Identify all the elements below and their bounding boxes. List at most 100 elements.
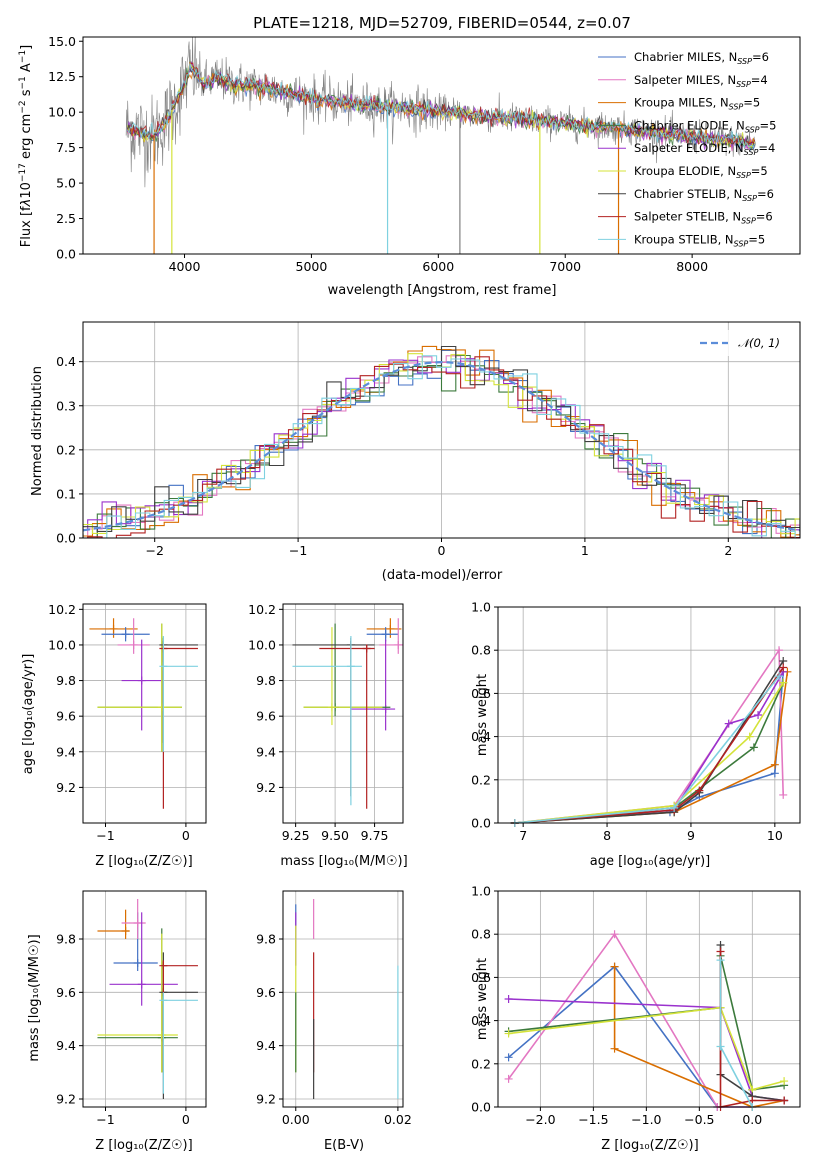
mass-weight-line [514, 660, 784, 824]
x-tick-label: −1 [289, 543, 307, 558]
legend-count: =5 [760, 118, 777, 132]
x-tick-label: 7000 [549, 259, 581, 274]
data-point [133, 959, 142, 967]
y-tick-label: 9.2 [256, 1092, 276, 1107]
grid-lines [283, 604, 403, 823]
y-tick-label: 0.3 [56, 398, 76, 413]
data-point [504, 1053, 513, 1062]
legend-entry: Salpeter STELIB, NSSP=6 [634, 210, 773, 226]
y-tick-label: 10.0 [248, 637, 276, 652]
x-tick-label: 8000 [676, 259, 708, 274]
legend-count: =6 [752, 50, 769, 64]
y-tick-label: 1.0 [471, 884, 491, 899]
data-point [775, 646, 784, 655]
y-tick-label: 9.6 [56, 709, 76, 724]
legend-count: =4 [758, 141, 775, 155]
legend-subscript: SSP [742, 194, 757, 203]
legend-text: Salpeter MILES, N [634, 73, 736, 87]
legend-subscript: SSP [729, 103, 744, 112]
data-point [121, 630, 130, 639]
data-point [109, 624, 118, 633]
data-point [381, 705, 390, 714]
mass-weight-vs-z-xlabel: Z [log₁₀(Z/Z☉)] [601, 1138, 698, 1153]
mass-weight-vs-z-ylabel: mass weight [475, 958, 490, 1040]
data-point [159, 662, 168, 671]
y-tick-label: 0.0 [56, 531, 76, 546]
y-tick-label: 10.0 [48, 105, 76, 120]
y-tick-label: 0.2 [56, 442, 76, 457]
normal-curve [83, 360, 800, 532]
x-tick-label: −1 [96, 1112, 114, 1127]
legend-count: =5 [748, 232, 765, 246]
x-tick-label: 4000 [169, 259, 201, 274]
y-tick-label: 9.4 [56, 1038, 76, 1053]
legend-text: Chabrier STELIB, N [634, 187, 742, 201]
legend-entry: Kroupa STELIB, NSSP=5 [634, 232, 765, 248]
data-point [779, 790, 788, 799]
legend-count: =6 [756, 210, 773, 224]
mass-weight-line [514, 667, 784, 824]
residuals-xlabel: (data-model)/error [382, 568, 503, 583]
legend-text: Chabrier MILES, N [634, 50, 737, 64]
data-point [780, 1096, 789, 1105]
spectrum-panel: PLATE=1218, MJD=52709, FIBERID=0544, z=0… [18, 14, 801, 298]
data-point [610, 1044, 619, 1053]
x-tick-label: −1.0 [631, 1112, 661, 1127]
data-point [779, 678, 788, 687]
data-point [159, 996, 168, 1005]
data-point [770, 760, 779, 769]
legend-text: Kroupa MILES, N [634, 96, 729, 110]
data-point [121, 927, 130, 935]
spectrum-plot-area [125, 37, 756, 254]
y-tick-label: 0.0 [56, 247, 76, 262]
x-tick-label: 9.25 [282, 828, 310, 843]
mass-weight-line [514, 671, 784, 824]
mass-weight-vs-age-ylabel: mass weight [475, 674, 490, 756]
x-tick-label: 0.0 [742, 1112, 762, 1127]
age-vs-mass-panel: mass [log₁₀(M/M☉)] 9.25 9.50 9.75 9.2 9.4 9.6… [248, 602, 408, 869]
legend-subscript: SSP [736, 171, 751, 180]
data-point [137, 676, 146, 685]
legend-entry: Kroupa ELODIE, NSSP=5 [634, 164, 768, 180]
grid-lines [83, 604, 206, 823]
x-tick-label: 0.02 [384, 1112, 412, 1127]
mass-vs-z-panel: Z [log₁₀(Z/Z☉)] mass [log₁₀(M/M☉)] −1 0 9.… [27, 890, 207, 1153]
legend-subscript: SSP [737, 57, 752, 66]
y-tick-label: 2.5 [56, 211, 76, 226]
y-tick-label: 0.2 [471, 1056, 491, 1071]
data-point [394, 640, 403, 649]
data-point [157, 1031, 166, 1039]
spectrum-ylabel: Flux [fλ10−17 erg cm−2 s−1 A−1] [18, 45, 34, 247]
mass-weight-line [514, 671, 789, 824]
y-tick-label: 0.4 [471, 729, 491, 744]
data-point [381, 630, 390, 639]
y-tick-label: 9.8 [256, 932, 276, 947]
legend-entry: Chabrier MILES, NSSP=6 [634, 50, 769, 66]
mass-vs-z-plot-area [97, 899, 198, 1099]
data-point [504, 1074, 513, 1083]
x-tick-label: 0 [182, 1112, 190, 1127]
y-tick-label: 9.4 [256, 1038, 276, 1053]
legend-subscript: SSP [741, 217, 756, 226]
y-tick-label: 9.8 [256, 673, 276, 688]
data-point [745, 732, 754, 741]
legend-entry: Salpeter MILES, NSSP=4 [634, 73, 768, 89]
y-tick-label: 0.4 [56, 354, 76, 369]
mass-weight-line [508, 965, 753, 1108]
residuals-plot-area [83, 345, 800, 538]
data-point [137, 980, 146, 989]
y-tick-label: 9.2 [56, 1092, 76, 1107]
legend-entry: Kroupa MILES, NSSP=5 [634, 96, 760, 112]
data-point [133, 919, 142, 927]
legend-text: Chabrier ELODIE, N [634, 118, 745, 132]
y-tick-label: 10.2 [248, 602, 276, 617]
x-tick-label: 2 [724, 543, 732, 558]
axes-frame [82, 603, 207, 824]
legend-entry: Chabrier STELIB, NSSP=6 [634, 187, 774, 203]
residuals-panel: (data-model)/error Normed distribution −… [30, 321, 801, 583]
y-tick-label: 0.2 [471, 772, 491, 787]
x-tick-label: 9.75 [361, 828, 389, 843]
data-point [129, 640, 138, 649]
legend-subscript: SSP [734, 239, 749, 248]
